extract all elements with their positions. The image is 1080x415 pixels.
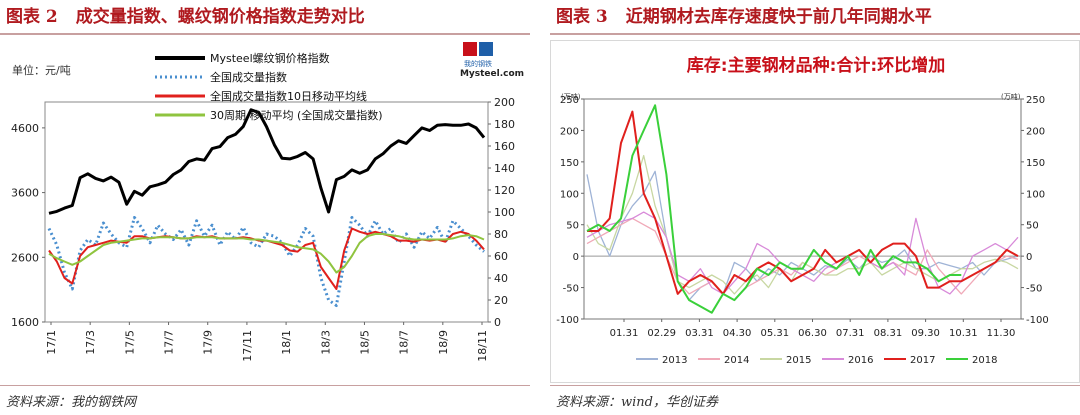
y-right-tick-label: 60 <box>494 250 508 263</box>
y-left-tick-label: 4600 <box>11 122 39 135</box>
source-divider <box>0 385 530 386</box>
right-line-chart: 库存:主要钢材品种:合计:环比增加 (万吨) (万吨) -100 -100 -50 -50 0… <box>556 55 1049 366</box>
x-tick-label: 04.30 <box>723 328 752 339</box>
y-left-tick-label: 1600 <box>11 316 39 329</box>
chart-area: 库存:主要钢材品种:合计:环比增加 (万吨) (万吨) -100 -100 -50 -50 0… <box>550 40 1080 383</box>
legend-label: Mysteel螺纹钢价格指数 <box>210 51 330 65</box>
y-right-tick-label: -100 <box>1026 315 1049 326</box>
x-tick-label: 17/5 <box>123 330 136 355</box>
y-right-tick-label: 50 <box>1026 221 1039 232</box>
series-line <box>47 216 485 307</box>
x-tick-label: 17/1 <box>45 330 58 355</box>
y-left-tick-label: -100 <box>556 315 579 326</box>
source-note: 资料来源：我的钢铁网 <box>6 395 137 410</box>
chart-area: 单位：元/吨 我的钢铁 Mysteel.com 1600 2600 3600 4600 0 20… <box>0 40 530 383</box>
figure-number: 图表 2 <box>6 7 58 27</box>
y-left-unit: (万吨) <box>561 92 581 101</box>
figure-title-text: 近期钢材去库存速度快于前几年同期水平 <box>625 7 932 27</box>
y-left-tick-label: 0 <box>573 252 579 263</box>
x-tick-label: 17/11 <box>241 330 254 362</box>
figure-title: 图表 2 成交量指数、螺纹钢价格指数走势对比 <box>6 4 365 30</box>
x-tick-label: 18/9 <box>437 330 450 355</box>
y-right-tick-label: 0 <box>494 316 501 329</box>
chart-title: 库存:主要钢材品种:合计:环比增加 <box>687 55 945 76</box>
series-line <box>586 154 1019 295</box>
legend-label: 2016 <box>848 355 873 366</box>
x-tick-label: 18/1 <box>280 330 293 355</box>
x-tick-label: 17/9 <box>202 330 215 355</box>
x-tick-label: 18/3 <box>319 330 332 355</box>
left-figure: 图表 2 成交量指数、螺纹钢价格指数走势对比 单位：元/吨 我的钢铁 Mysteel.… <box>0 0 530 415</box>
y-right-unit: (万吨) <box>1001 92 1021 101</box>
figure-title-text: 成交量指数、螺纹钢价格指数走势对比 <box>75 7 365 27</box>
x-tick-label: 05.31 <box>760 328 789 339</box>
y-right-tick-label: 0 <box>1026 252 1032 263</box>
figure-number: 图表 3 <box>556 7 608 27</box>
y-right-tick-label: 40 <box>494 272 508 285</box>
x-tick-label: 07.31 <box>836 328 865 339</box>
y-right-tick-label: 140 <box>494 162 515 175</box>
x-tick-label: 03.31 <box>685 328 714 339</box>
logo-mark <box>463 42 477 56</box>
legend-label: 全国成交量指数10日移动平均线 <box>210 89 367 103</box>
logo-mark <box>479 42 493 56</box>
y-right-tick-label: 180 <box>494 118 515 131</box>
legend-label: 2014 <box>724 355 749 366</box>
series-line <box>48 108 486 215</box>
plot-area <box>583 98 1022 320</box>
series-line <box>586 104 962 314</box>
y-right-tick-label: 100 <box>494 206 515 219</box>
title-divider <box>550 33 1080 35</box>
y-right-tick-label: 20 <box>494 294 508 307</box>
x-tick-label: 09.30 <box>911 328 940 339</box>
x-tick-label: 17/7 <box>163 330 176 355</box>
series-line <box>48 233 485 274</box>
logo-text-cn: 我的钢铁 <box>464 59 492 68</box>
y-left-tick-label: 3600 <box>11 187 39 200</box>
y-left-tick-label: 200 <box>560 126 579 137</box>
title-divider <box>0 33 530 35</box>
y-left-tick-label: 2600 <box>11 251 39 264</box>
x-tick-label: 17/3 <box>84 330 97 355</box>
legend-label: 30周期 移动平均 (全国成交量指数) <box>210 108 383 122</box>
y-right-tick-label: 100 <box>1026 189 1045 200</box>
source-note: 资料来源：wind，华创证券 <box>556 395 718 410</box>
unit-label: 单位：元/吨 <box>12 63 71 77</box>
y-right-tick-label: 250 <box>1026 95 1045 106</box>
y-right-tick-label: 160 <box>494 140 515 153</box>
figure-title: 图表 3 近期钢材去库存速度快于前几年同期水平 <box>556 4 932 30</box>
right-figure: 图表 3 近期钢材去库存速度快于前几年同期水平 库存:主要钢材品种:合计:环比增加… <box>550 0 1080 415</box>
y-right-tick-label: 80 <box>494 228 508 241</box>
y-left-tick-label: 250 <box>560 95 579 106</box>
logo-text: Mysteel.com <box>460 69 524 79</box>
plot-area <box>44 101 489 323</box>
legend-label: 2018 <box>972 355 997 366</box>
y-left-tick-label: 50 <box>566 221 579 232</box>
y-right-tick-label: 200 <box>1026 126 1045 137</box>
y-right-tick-label: 150 <box>1026 158 1045 169</box>
y-left-tick-label: 150 <box>560 158 579 169</box>
y-right-tick-label: -50 <box>1026 284 1042 295</box>
x-tick-label: 02.29 <box>647 328 676 339</box>
x-tick-label: 11.30 <box>987 328 1016 339</box>
x-tick-label: 01.31 <box>610 328 639 339</box>
x-tick-label: 18/5 <box>358 330 371 355</box>
series-line <box>587 110 1019 295</box>
legend-label: 2017 <box>910 355 935 366</box>
x-tick-label: 18/7 <box>398 330 411 355</box>
x-tick-label: 10.31 <box>949 328 978 339</box>
x-tick-label: 18/11 <box>476 330 489 362</box>
legend-label: 2013 <box>662 355 687 366</box>
x-tick-label: 06.30 <box>798 328 827 339</box>
source-divider <box>550 385 1080 386</box>
series-line <box>586 217 1019 301</box>
y-left-tick-label: 100 <box>560 189 579 200</box>
y-right-tick-label: 120 <box>494 184 515 197</box>
y-left-tick-label: -50 <box>563 284 579 295</box>
y-right-tick-label: 200 <box>494 96 515 109</box>
x-tick-label: 08.31 <box>874 328 903 339</box>
legend-label: 2015 <box>786 355 811 366</box>
legend-label: 全国成交量指数 <box>210 70 287 84</box>
